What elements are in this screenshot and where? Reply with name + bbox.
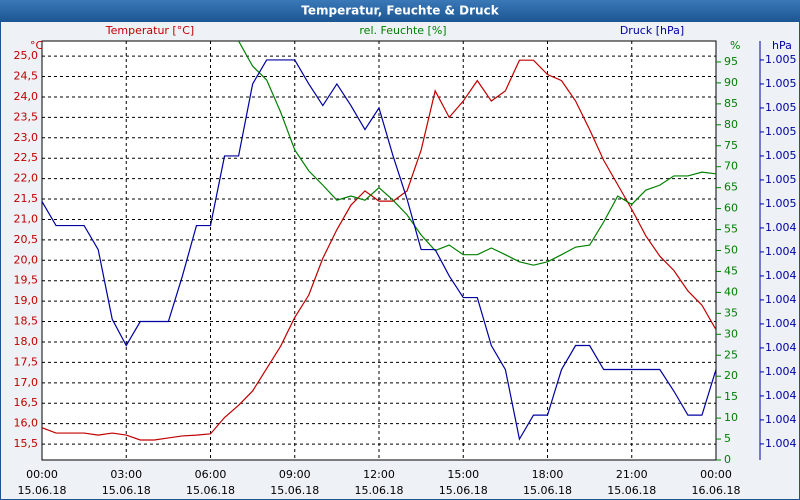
y-tick-label: 20	[724, 369, 738, 382]
x-tick-label: 15:00	[447, 468, 479, 481]
y-tick-label: 10	[724, 411, 738, 424]
y-tick-label: 18,5	[14, 315, 39, 328]
y-tick-label: 1.004	[765, 341, 797, 354]
y-tick-label: 45	[724, 264, 738, 277]
series-line	[42, 59, 716, 441]
y-tick-label: 95	[724, 55, 738, 68]
y-tick-label: 1.005	[765, 101, 797, 114]
y-tick-label: 35	[724, 306, 738, 319]
y-tick-label: 1.005	[765, 197, 797, 210]
x-tick-date: 15.06.18	[18, 484, 67, 497]
axis-unit: %	[730, 39, 740, 52]
y-tick-label: 1.005	[765, 77, 797, 90]
y-tick-label: 60	[724, 202, 738, 215]
y-tick-label: 1.004	[765, 389, 797, 402]
legend-entry: rel. Feuchte [%]	[359, 24, 446, 37]
y-tick-label: 25	[724, 348, 738, 361]
x-tick-date: 15.06.18	[270, 484, 319, 497]
y-tick-label: 23,0	[14, 131, 39, 144]
y-tick-label: 40	[724, 285, 738, 298]
y-tick-label: 16,5	[14, 396, 39, 409]
y-tick-label: 1.004	[765, 413, 797, 426]
y-tick-label: 70	[724, 160, 738, 173]
y-tick-label: 1.004	[765, 437, 797, 450]
y-tick-label: 21,0	[14, 212, 39, 225]
x-tick-label: 03:00	[110, 468, 142, 481]
y-tick-label: 18,0	[14, 335, 39, 348]
x-tick-label: 12:00	[363, 468, 395, 481]
y-tick-label: 1.004	[765, 269, 797, 282]
y-tick-label: 1.004	[765, 365, 797, 378]
y-tick-label: 1.004	[765, 221, 797, 234]
y-tick-label: 15	[724, 390, 738, 403]
x-tick-date: 15.06.18	[439, 484, 488, 497]
y-tick-label: 1.005	[765, 173, 797, 186]
y-tick-label: 1.004	[765, 317, 797, 330]
y-tick-label: 75	[724, 139, 738, 152]
y-tick-label: 50	[724, 244, 738, 257]
y-tick-label: 15,5	[14, 437, 39, 450]
y-tick-label: 20,5	[14, 233, 39, 246]
y-tick-label: 22,5	[14, 151, 39, 164]
y-tick-label: 17,5	[14, 355, 39, 368]
legend-entry: Temperatur [°C]	[105, 24, 194, 37]
x-tick-date: 15.06.18	[186, 484, 235, 497]
x-tick-label: 00:00	[26, 468, 58, 481]
y-tick-label: 1.005	[765, 125, 797, 138]
y-tick-label: 5	[724, 432, 731, 445]
y-tick-label: 1.004	[765, 293, 797, 306]
x-tick-date: 15.06.18	[523, 484, 572, 497]
y-tick-label: 1.005	[765, 53, 797, 66]
x-tick-label: 09:00	[279, 468, 311, 481]
y-tick-label: 23,5	[14, 110, 39, 123]
y-tick-label: 20,0	[14, 253, 39, 266]
y-tick-label: 25,0	[14, 49, 39, 62]
y-tick-label: 19,0	[14, 294, 39, 307]
x-tick-label: 06:00	[195, 468, 227, 481]
y-tick-label: 19,5	[14, 274, 39, 287]
y-tick-label: 22,0	[14, 172, 39, 185]
y-tick-label: 80	[724, 118, 738, 131]
y-tick-label: 16,0	[14, 417, 39, 430]
x-tick-date: 15.06.18	[355, 484, 404, 497]
y-tick-label: 21,5	[14, 192, 39, 205]
x-tick-label: 00:00	[700, 468, 732, 481]
y-tick-label: 24,0	[14, 90, 39, 103]
x-tick-date: 15.06.18	[607, 484, 656, 497]
series-line	[42, 59, 716, 441]
y-tick-label: 90	[724, 76, 738, 89]
y-tick-label: 55	[724, 223, 738, 236]
axis-unit: hPa	[772, 39, 792, 52]
x-tick-label: 18:00	[532, 468, 564, 481]
y-tick-label: 65	[724, 181, 738, 194]
axis-unit: °C	[30, 39, 44, 52]
chart-title: Temperatur, Feuchte & Druck	[301, 4, 499, 18]
x-tick-label: 21:00	[616, 468, 648, 481]
series-line	[238, 41, 716, 266]
y-tick-label: 30	[724, 327, 738, 340]
x-tick-date: 15.06.18	[102, 484, 151, 497]
y-tick-label: 24,5	[14, 70, 39, 83]
y-tick-label: 85	[724, 97, 738, 110]
y-tick-label: 1.005	[765, 149, 797, 162]
y-tick-label: 17,0	[14, 376, 39, 389]
y-tick-label: 0	[724, 453, 731, 466]
title-bar	[0, 0, 800, 22]
y-tick-label: 1.004	[765, 245, 797, 258]
x-tick-date: 16.06.18	[692, 484, 741, 497]
legend-entry: Druck [hPa]	[620, 24, 684, 37]
